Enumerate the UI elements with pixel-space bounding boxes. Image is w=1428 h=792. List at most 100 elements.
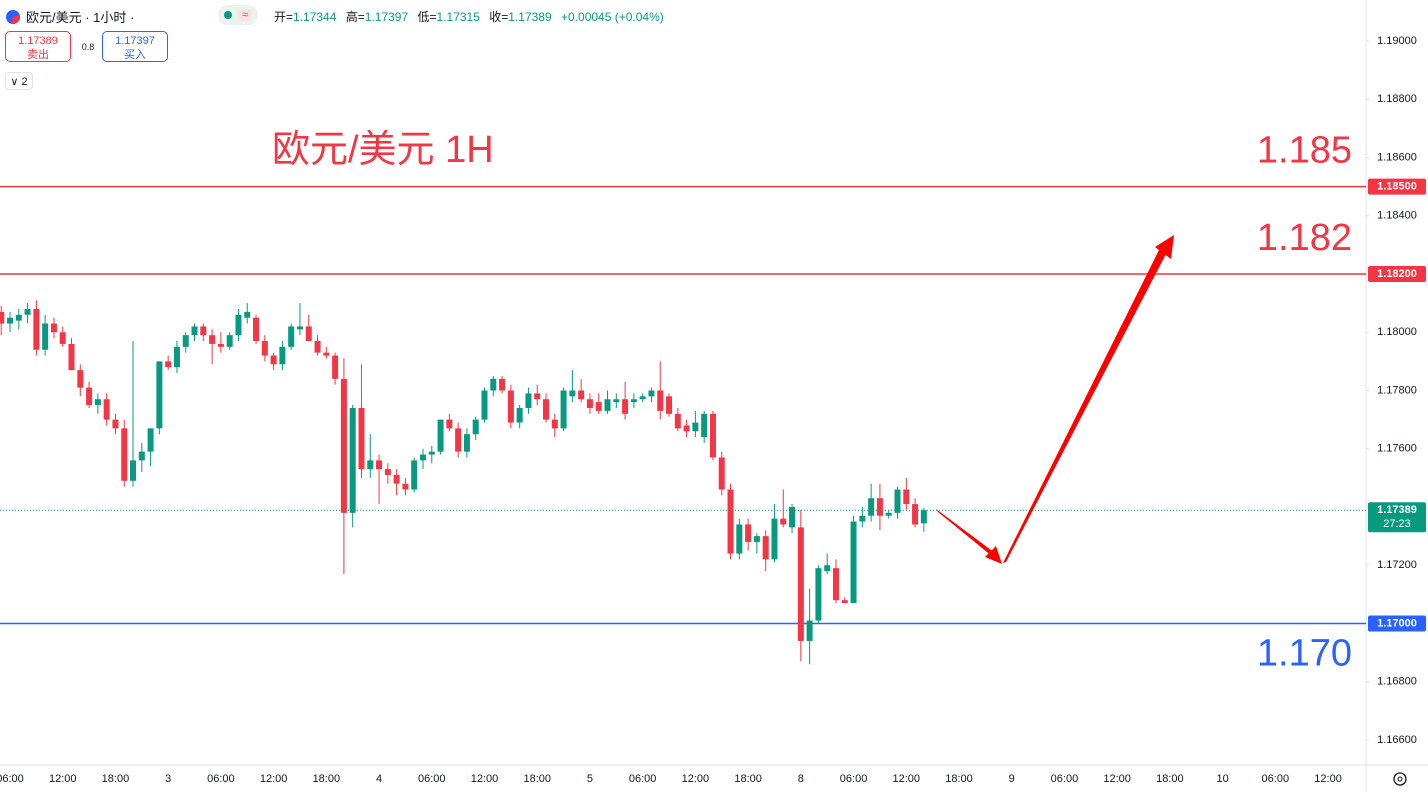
market-open-dot (224, 11, 232, 19)
x-tick-label: 12:00 (1103, 773, 1131, 785)
candle-body (762, 536, 769, 560)
y-tick-label: 1.17200 (1377, 559, 1417, 571)
candle-body (288, 326, 295, 347)
ohlc-values: 开=1.17344 高=1.17397 低=1.17315 收=1.17389 … (274, 8, 664, 25)
symbol[interactable]: 欧元/美元 · 1小时 · (6, 7, 134, 26)
candle-body (789, 506, 796, 528)
candle-body (94, 399, 101, 406)
last-price-badge (1368, 502, 1426, 533)
candle-body (534, 393, 541, 400)
settings-icon[interactable] (1393, 772, 1407, 786)
candle-body (560, 390, 567, 429)
buy-price: 1.17397 (115, 35, 155, 47)
candle-body (173, 346, 180, 368)
candle-body (332, 355, 339, 379)
x-tick-label: 3 (165, 773, 171, 785)
change: +0.00045 (+0.04%) (561, 10, 664, 24)
x-tick-label: 12:00 (1314, 773, 1342, 785)
candle-body (780, 518, 787, 525)
header: 欧元/美元 · 1小时 · ≈ 开=1.17344 高=1.17397 低=1.… (0, 0, 1360, 100)
level-badge-label: 1.18500 (1377, 181, 1417, 193)
candle-body (209, 335, 216, 344)
sell-price: 1.17389 (18, 35, 58, 47)
y-tick-label: 1.16600 (1377, 734, 1417, 746)
level-badge-label: 1.18200 (1377, 268, 1417, 280)
arrow-head (1155, 235, 1174, 259)
candle-body (578, 390, 585, 400)
candle-body (349, 407, 356, 513)
candle-body (727, 489, 734, 554)
candle-body (367, 460, 374, 470)
candle-body (481, 390, 488, 420)
x-tick-label: 18:00 (1156, 773, 1184, 785)
candle-body (753, 536, 760, 542)
candle-body (613, 399, 620, 403)
candle-body (885, 512, 892, 516)
candle-body (182, 335, 189, 347)
candle-body (42, 323, 49, 350)
candle-body (850, 521, 857, 604)
candle-body (595, 402, 602, 411)
candle-body (674, 413, 681, 429)
x-tick-label: 18:00 (945, 773, 973, 785)
y-tick-label: 1.18600 (1377, 151, 1417, 163)
candle-body (0, 311, 5, 324)
candle-body (815, 568, 822, 621)
candle-body (50, 323, 57, 333)
candle-body (569, 390, 576, 397)
candle-body (130, 460, 137, 481)
chart-title: 欧元/美元 1H (272, 129, 494, 171)
candle-body (191, 326, 198, 336)
candle-body (841, 600, 848, 604)
candle-body (586, 399, 593, 408)
candle-body (340, 378, 347, 513)
candle-body (657, 390, 664, 411)
candle-body (376, 460, 383, 470)
gear-center (1397, 776, 1403, 782)
candle-body (806, 620, 813, 641)
x-tick-label: 06:00 (629, 773, 657, 785)
x-tick-label: 12:00 (682, 773, 710, 785)
level-badge-label: 1.17000 (1377, 617, 1417, 629)
candle-body (463, 434, 470, 452)
candle-body (103, 399, 110, 420)
level-label: 1.185 (1257, 130, 1352, 172)
candle-body (165, 361, 172, 368)
candle-body (121, 428, 128, 481)
candle-body (33, 308, 40, 350)
candle-body (235, 314, 242, 336)
y-tick-label: 1.18400 (1377, 210, 1417, 222)
ohlc-key: 高= (345, 10, 365, 24)
candle-body (771, 518, 778, 560)
candle-body (77, 370, 84, 388)
status-pill[interactable]: ≈ (218, 5, 258, 25)
candle-body (639, 396, 646, 400)
candle-body (832, 568, 839, 601)
indicators-toggle[interactable]: ∨ 2 (5, 72, 33, 90)
sell-button[interactable]: 1.17389 卖出 (5, 31, 71, 62)
x-tick-label: 12:00 (471, 773, 499, 785)
candle-body (323, 352, 330, 356)
gear[interactable] (1393, 772, 1407, 786)
ohlc-value: 1.17397 (364, 10, 409, 24)
arrow-up (1003, 250, 1166, 563)
candle-body (920, 510, 927, 524)
candle-body (797, 527, 804, 641)
symbol-icon (6, 9, 20, 24)
buy-button[interactable]: 1.17397 买入 (102, 31, 168, 62)
x-tick-label: 06:00 (207, 773, 235, 785)
candle-body (824, 565, 831, 572)
candle-body (876, 498, 883, 516)
x-tick-label: 06:00 (1051, 773, 1079, 785)
candle-body (446, 419, 453, 429)
candle-body (455, 428, 462, 452)
arrow-head (985, 546, 1002, 564)
candle-body (156, 361, 163, 429)
candle-body (630, 399, 637, 403)
x-tick-label: 12:00 (893, 773, 921, 785)
forecast-arrows (936, 235, 1174, 564)
candle-body (217, 343, 224, 347)
y-tick-label: 1.19000 (1377, 35, 1417, 47)
y-tick-label: 1.17600 (1377, 443, 1417, 455)
